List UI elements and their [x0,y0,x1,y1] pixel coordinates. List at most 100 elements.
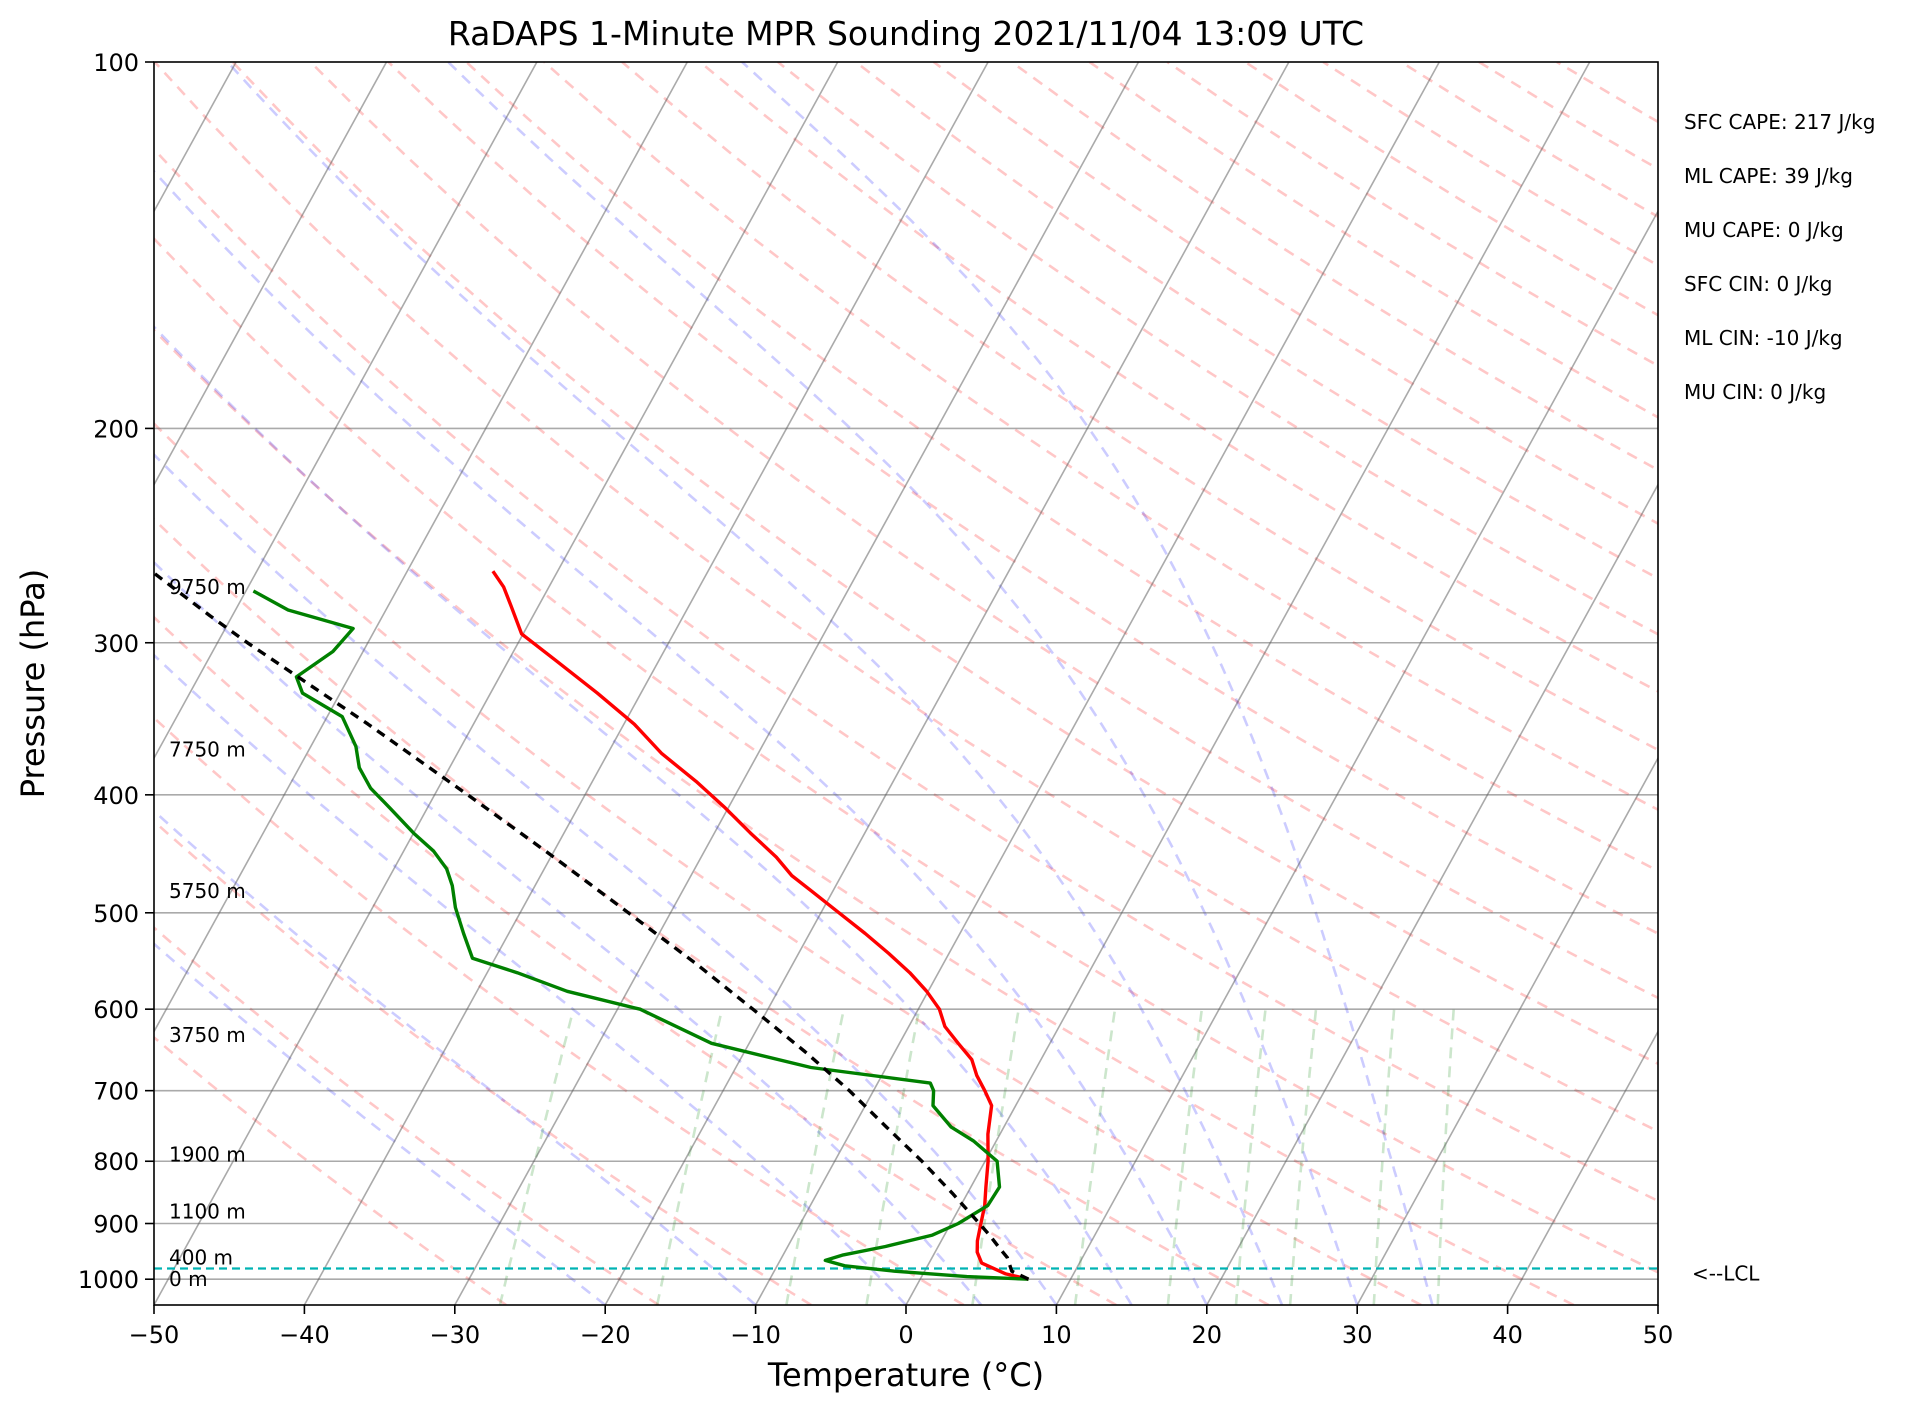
dry-adiabat [231,62,1658,1066]
dry-adiabat [1322,62,1658,267]
height-label: 7750 m [169,737,246,761]
y-tick-label: 900 [93,1211,139,1239]
dry-adiabat [1010,62,1658,472]
isotherm [303,62,989,1305]
y-tick-label: 700 [93,1078,139,1106]
isotherm [154,62,689,1034]
lcl-label: <--LCL [1692,1262,1760,1286]
height-label: 3750 m [169,1023,246,1047]
x-tick-label: −40 [279,1321,330,1349]
moist-adiabat [154,942,607,1305]
dry-adiabat [309,62,1658,1000]
chart-title: RaDAPS 1-Minute MPR Sounding 2021/11/04 … [448,14,1364,53]
dry-adiabat [1088,62,1658,419]
index-label: ML CIN: -10 J/kg [1684,326,1843,350]
index-label: SFC CAPE: 217 J/kg [1684,110,1875,134]
dry-adiabat [855,62,1658,580]
dry-adiabat [154,716,965,1305]
height-label: 1900 m [169,1143,246,1167]
moist-adiabat [154,325,1133,1305]
isotherm [1506,1029,1658,1305]
dry-adiabat [154,147,1658,1203]
moist-adiabat [154,653,907,1305]
mixing-ratio-line [785,1008,846,1305]
height-label: 9750 m [169,575,246,599]
isotherm [454,62,1140,1305]
mixing-ratio-line [971,1008,1020,1305]
x-tick-label: −50 [129,1321,180,1349]
moist-adiabat [154,809,757,1305]
y-tick-label: 400 [93,782,139,810]
moist-adiabat [226,62,1284,1305]
x-tick-label: −30 [429,1321,480,1349]
y-tick-label: 800 [93,1148,139,1176]
mixing-ratio-line [1436,1009,1455,1305]
y-tick-label: 1000 [78,1266,139,1294]
x-axis-label: Temperature (°C) [767,1356,1044,1394]
height-label: 400 m [169,1246,233,1270]
dry-adiabat [154,925,660,1305]
dry-adiabat [154,819,812,1305]
mixing-ratio-line [1073,1009,1117,1305]
dry-adiabat [465,62,1658,873]
mixing-ratio-line [1288,1009,1318,1305]
y-axis-label: Pressure (hPa) [14,569,52,799]
x-tick-label: 30 [1342,1321,1373,1349]
dry-adiabat [621,62,1658,752]
isotherm [1657,1303,1658,1305]
dry-adiabat [154,236,1658,1274]
moist-adiabat [741,62,1434,1305]
dry-adiabat [154,517,1270,1305]
dry-adiabat [1244,62,1658,317]
x-tick-label: 50 [1643,1321,1674,1349]
height-label: 5750 m [169,879,246,903]
mixing-ratio-line [865,1008,921,1305]
isotherm [154,62,839,1305]
plot-frame [153,61,1659,1306]
dry-adiabat [154,1035,507,1305]
moist-adiabat [154,169,1208,1305]
isotherm [1055,209,1658,1305]
mixing-ratio-line [655,1008,724,1305]
x-tick-label: 0 [898,1321,913,1349]
mixing-ratio-line [1234,1009,1267,1305]
mixing-ratio-line [1372,1009,1396,1305]
isotherm [154,62,538,760]
y-tick-label: 500 [93,900,139,928]
dry-adiabat [1400,62,1658,219]
x-tick-label: −20 [580,1321,631,1349]
index-label: SFC CIN: 0 J/kg [1684,272,1832,296]
isotherm [905,62,1591,1305]
x-tick-label: 40 [1492,1321,1523,1349]
isotherm [1356,756,1658,1305]
parcel-line [154,570,1030,1281]
dry-adiabat [543,62,1658,812]
dry-adiabat [699,62,1658,693]
isotherm [1808,62,1911,1305]
y-tick-label: 100 [93,49,139,77]
mixing-ratio-line [498,1008,575,1305]
dry-adiabat [154,328,1575,1305]
x-tick-label: −10 [730,1321,781,1349]
dry-adiabat [154,62,1658,1133]
x-tick-label: 20 [1192,1321,1223,1349]
moist-adiabat [154,452,1058,1305]
y-tick-label: 300 [93,630,139,658]
dry-adiabat [387,62,1658,936]
height-label: 0 m [169,1267,208,1291]
index-label: MU CAPE: 0 J/kg [1684,218,1844,242]
index-label: MU CIN: 0 J/kg [1684,380,1826,404]
isotherm [1206,483,1658,1305]
isotherm [604,62,1290,1305]
moist-adiabat [447,62,1359,1305]
moist-adiabat [154,560,983,1305]
y-tick-label: 600 [93,996,139,1024]
index-label: ML CAPE: 39 J/kg [1684,164,1853,188]
x-tick-label: 10 [1041,1321,1072,1349]
y-tick-label: 200 [93,415,139,443]
mixing-ratio-line [1166,1009,1204,1305]
isotherm [154,62,388,487]
isotherm [754,62,1441,1305]
dewpoint-line [252,589,1029,1281]
